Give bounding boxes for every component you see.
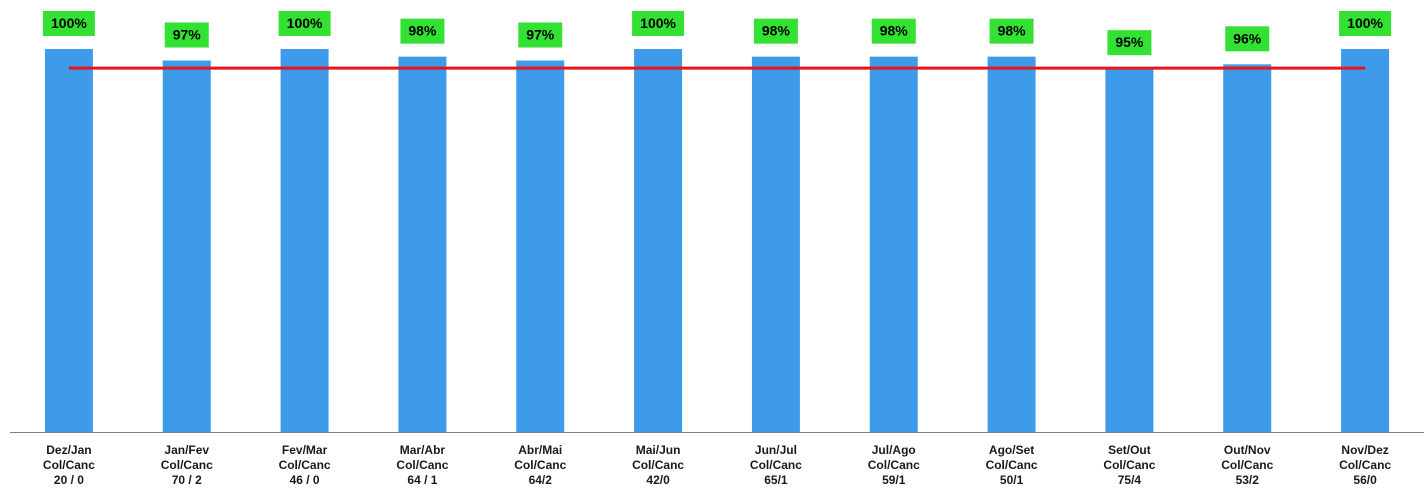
- data-label: 97%: [526, 26, 555, 42]
- x-tick-label-line: 64/2: [529, 473, 553, 487]
- x-tick-label-line: 42/0: [646, 473, 670, 487]
- x-tick-label: Fev/Mar Col/Canc 46 / 0: [279, 443, 331, 487]
- x-tick-label: Dez/Jan Col/Canc 20 / 0: [43, 443, 95, 487]
- data-label-box: [632, 11, 685, 36]
- data-label-box: [164, 22, 209, 48]
- x-tick-label: Jun/Jul Col/Canc 65/1: [750, 443, 802, 487]
- x-tick-label-line: Col/Canc: [1103, 458, 1155, 472]
- x-tick-label: Jan/Fev Col/Canc 70 / 2: [161, 443, 213, 487]
- x-tick-label-line: Col/Canc: [986, 458, 1038, 472]
- x-tick-label: Mai/Jun Col/Canc 42/0: [632, 443, 684, 487]
- x-tick-label: Abr/Mai Col/Canc 64/2: [514, 443, 566, 487]
- data-label-box: [400, 18, 445, 44]
- x-tick-label-line: 65/1: [764, 473, 788, 487]
- data-label-box: [1107, 30, 1152, 56]
- data-label-box: [989, 18, 1034, 44]
- bar: [1105, 68, 1154, 433]
- bar: [398, 56, 447, 432]
- x-tick-label: Jul/Ago Col/Canc 59/1: [868, 443, 920, 487]
- x-tick-label-line: 50/1: [1000, 473, 1024, 487]
- data-label-box: [518, 22, 563, 48]
- bar: [751, 56, 800, 432]
- x-tick-label-line: Col/Canc: [632, 458, 684, 472]
- x-tick-label-line: 70 / 2: [172, 473, 202, 487]
- x-tick-label-line: Nov/Dez: [1341, 443, 1388, 457]
- x-tick-label: Mar/Abr Col/Canc 64 / 1: [396, 443, 448, 487]
- x-tick-label-line: Abr/Mai: [518, 443, 562, 457]
- data-label-box: [1225, 26, 1270, 52]
- x-tick-label: Out/Nov Col/Canc 53/2: [1221, 443, 1273, 487]
- data-label-box: [753, 18, 798, 44]
- data-label: 97%: [173, 26, 202, 42]
- x-tick-label-line: Mai/Jun: [636, 443, 681, 457]
- x-tick-label-line: Col/Canc: [750, 458, 802, 472]
- x-tick-label-line: Jun/Jul: [755, 443, 797, 457]
- bar: [280, 49, 329, 432]
- x-tick-label: Ago/Set Col/Canc 50/1: [986, 443, 1038, 487]
- x-tick-label-line: Mar/Abr: [400, 443, 446, 457]
- x-tick-label: Nov/Dez Col/Canc 56/0: [1339, 443, 1391, 487]
- data-label: 100%: [287, 15, 323, 31]
- bar: [869, 56, 918, 432]
- data-label-box: [278, 11, 331, 36]
- data-label: 98%: [408, 23, 437, 39]
- bar: [987, 56, 1036, 432]
- x-tick-label-line: Jul/Ago: [872, 443, 916, 457]
- bar-group: [44, 49, 1390, 433]
- bar: [1341, 49, 1390, 432]
- x-tick-label: Set/Out Col/Canc 75/4: [1103, 443, 1155, 487]
- x-tick-label-line: 59/1: [882, 473, 906, 487]
- x-tick-label-line: Dez/Jan: [46, 443, 91, 457]
- data-label: 100%: [640, 15, 676, 31]
- x-tick-label-line: 56/0: [1353, 473, 1377, 487]
- x-tick-label-line: Col/Canc: [279, 458, 331, 472]
- x-tick-label-line: Col/Canc: [1339, 458, 1391, 472]
- data-label-box: [1339, 11, 1392, 36]
- x-tick-label-line: Col/Canc: [43, 458, 95, 472]
- x-tick-label-line: 20 / 0: [54, 473, 84, 487]
- bar: [44, 49, 93, 432]
- x-tick-label-line: Col/Canc: [514, 458, 566, 472]
- bar: [1223, 64, 1272, 432]
- data-label: 95%: [1115, 34, 1144, 50]
- x-tick-label-line: 64 / 1: [407, 473, 437, 487]
- x-tick-label-line: Col/Canc: [868, 458, 920, 472]
- bar: [634, 49, 683, 432]
- x-tick-label-line: Set/Out: [1108, 443, 1151, 457]
- bar: [162, 60, 211, 433]
- x-tick-label-line: Col/Canc: [1221, 458, 1273, 472]
- bar: [516, 60, 565, 433]
- data-label-box: [42, 11, 95, 36]
- data-label: 100%: [1347, 15, 1383, 31]
- data-label: 100%: [51, 15, 87, 31]
- data-label: 98%: [998, 23, 1027, 39]
- data-label: 98%: [762, 23, 791, 39]
- x-tick-label-line: 46 / 0: [290, 473, 320, 487]
- x-tick-label-line: Out/Nov: [1224, 443, 1271, 457]
- data-label-box: [871, 18, 916, 44]
- x-tick-label-line: Ago/Set: [989, 443, 1034, 457]
- x-tick-label-line: Col/Canc: [396, 458, 448, 472]
- data-label: 98%: [880, 23, 909, 39]
- x-tick-label-line: 75/4: [1118, 473, 1142, 487]
- x-tick-label-line: Col/Canc: [161, 458, 213, 472]
- x-tick-label-line: Jan/Fev: [164, 443, 209, 457]
- x-tick-label-line: 53/2: [1236, 473, 1260, 487]
- x-tick-label-line: Fev/Mar: [282, 443, 328, 457]
- data-label-group: 100% 97% 100% 98% 97% 100% 98% 98% 98% 95% 96% 100%: [42, 11, 1392, 56]
- data-label: 96%: [1233, 30, 1262, 46]
